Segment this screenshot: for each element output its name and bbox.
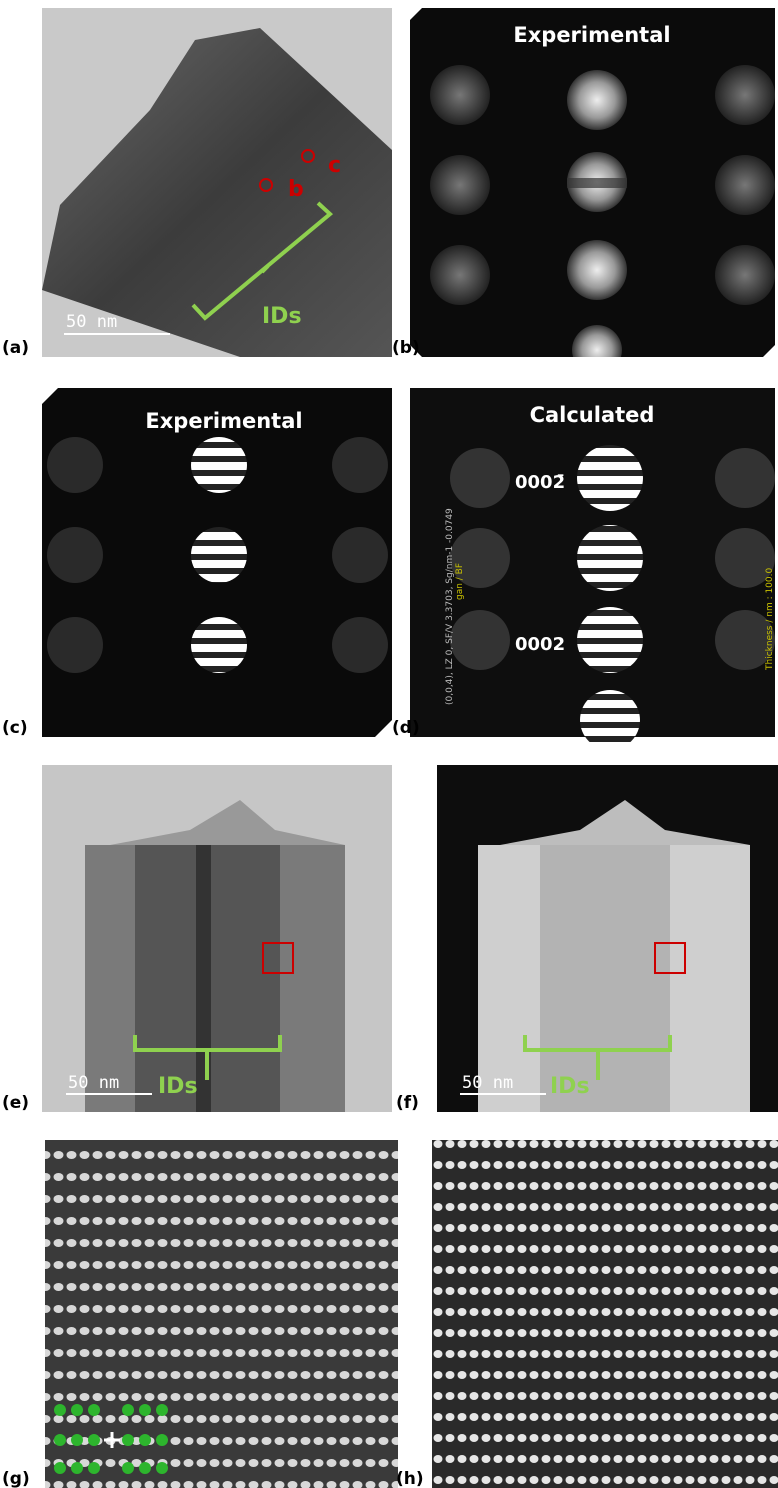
- panel-c: Experimental (c): [2, 388, 392, 738]
- marker: c: [328, 153, 341, 178]
- panel-title: Experimental: [513, 23, 670, 47]
- panel-title: Experimental: [145, 409, 302, 433]
- scale-bar-label: 50 nm: [68, 1073, 119, 1093]
- panel-b: Experimental (b): [392, 8, 775, 375]
- bracket-label: IDs: [550, 1074, 590, 1099]
- figure: b c IDs 50 nm (a) Experimental (b): [0, 0, 778, 1488]
- thickness-text: Thickness / nm : 100.0: [765, 568, 775, 671]
- panel-title: Calculated: [530, 403, 655, 427]
- panel-h: (h): [396, 1140, 778, 1488]
- panel-label: (c): [2, 718, 28, 738]
- bracket-label: IDs: [262, 304, 302, 329]
- panel-label: (h): [396, 1469, 424, 1488]
- bracket-label: IDs: [158, 1074, 198, 1099]
- mode-text: gan / BF: [455, 563, 465, 600]
- panel-e: IDs 50 nm (e): [2, 765, 392, 1113]
- reflection-label: 0002̄: [515, 472, 565, 493]
- panel-d: Calculated 0002̄ 0002 (0,0,4), LZ 0, SF/…: [392, 388, 775, 750]
- panel-label: (g): [2, 1469, 30, 1488]
- panel-label: (a): [2, 338, 29, 358]
- info-text: (0,0,4), LZ 0, SF/V 3.3703, Sg/nm-1 -0.0…: [445, 508, 455, 705]
- scale-bar-label: 50 nm: [462, 1073, 513, 1093]
- reflection-label: 0002: [515, 634, 565, 655]
- panel-label: (b): [392, 338, 420, 358]
- scale-bar-label: 50 nm: [66, 312, 117, 332]
- panel-g: (g): [2, 1140, 398, 1488]
- panel-a: b c IDs 50 nm (a): [2, 8, 392, 358]
- panel-label: (d): [392, 718, 420, 738]
- marker: b: [288, 177, 304, 202]
- panel-f: IDs 50 nm (f): [396, 765, 778, 1113]
- panel-label: (e): [2, 1093, 29, 1113]
- panel-label: (f): [396, 1093, 419, 1113]
